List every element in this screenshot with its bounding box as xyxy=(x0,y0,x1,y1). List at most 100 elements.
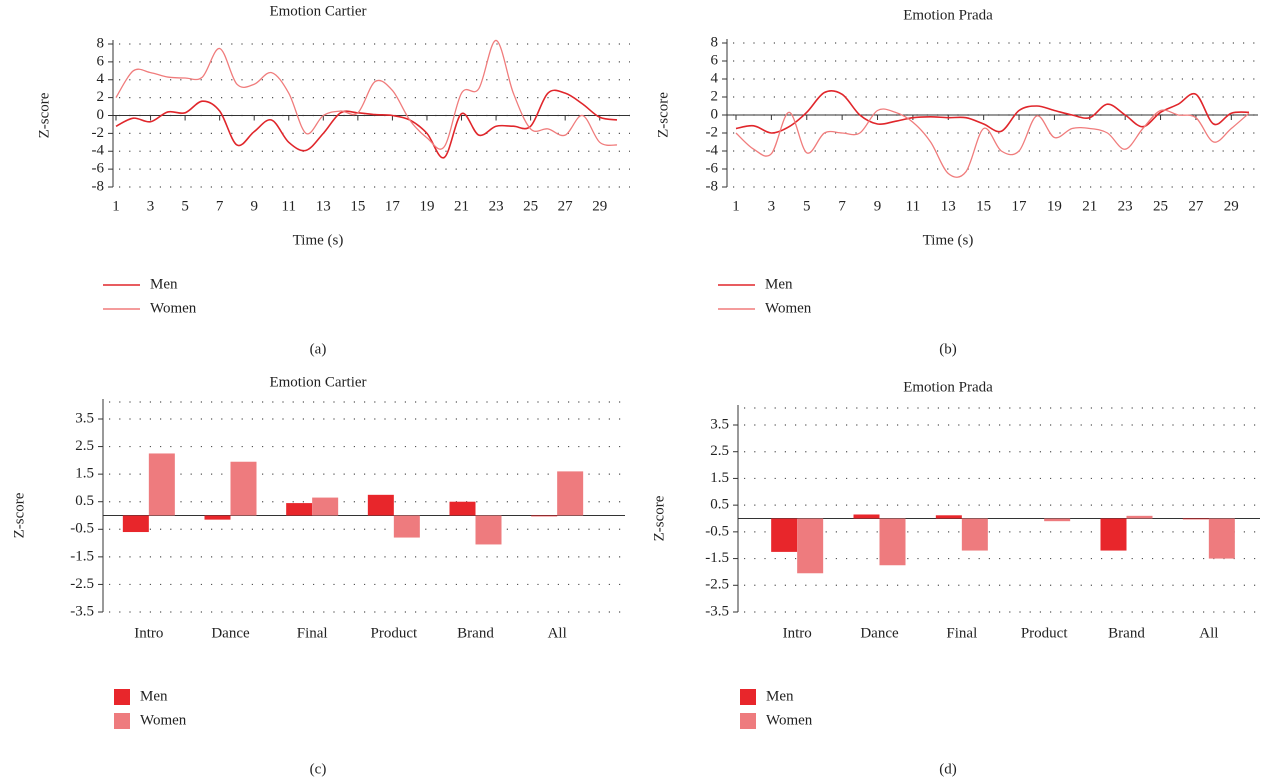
x-tick-label: All xyxy=(548,625,567,641)
y-tick-label: 2.5 xyxy=(710,443,729,459)
bar xyxy=(230,461,257,516)
bar xyxy=(1044,518,1071,522)
bar xyxy=(148,453,175,516)
bar xyxy=(961,518,988,551)
bar xyxy=(531,515,558,517)
bar xyxy=(312,497,339,516)
chart-title: Emotion Prada xyxy=(903,7,993,23)
y-tick-label: -4 xyxy=(92,143,105,159)
bar xyxy=(393,515,420,538)
panel-label: (d) xyxy=(939,761,957,777)
x-tick-label: 1 xyxy=(112,198,120,214)
bar xyxy=(771,518,798,552)
bar xyxy=(1126,515,1153,519)
x-tick-label: Intro xyxy=(134,625,163,641)
legend-swatch xyxy=(740,689,756,705)
x-tick-label: Dance xyxy=(211,625,250,641)
x-tick-label: 7 xyxy=(216,198,224,214)
y-axis-label: Z-score xyxy=(36,92,52,138)
bar xyxy=(1208,518,1235,559)
y-tick-label: -2 xyxy=(706,124,719,140)
y-tick-label: 0.5 xyxy=(710,497,729,513)
y-tick-label: -1.5 xyxy=(70,548,94,564)
y-tick-label: -6 xyxy=(92,161,105,177)
y-tick-label: 0 xyxy=(711,106,719,122)
y-tick-label: 8 xyxy=(97,35,105,51)
x-tick-label: 11 xyxy=(906,198,920,214)
bar xyxy=(449,501,476,516)
bar xyxy=(557,471,584,516)
bar xyxy=(204,515,231,520)
legend-label: Women xyxy=(765,300,812,316)
x-tick-label: 11 xyxy=(282,198,296,214)
x-tick-label: 25 xyxy=(523,198,538,214)
x-axis-label: Time (s) xyxy=(293,232,344,248)
y-tick-label: 1.5 xyxy=(75,466,94,482)
x-tick-label: 5 xyxy=(803,198,811,214)
x-tick-label: 19 xyxy=(1047,198,1062,214)
series-line xyxy=(115,39,618,150)
legend-label: Men xyxy=(765,276,793,292)
series-line xyxy=(735,89,1250,134)
y-tick-label: -2 xyxy=(92,125,105,141)
legend-swatch xyxy=(114,689,130,705)
y-axis-label: Z-score xyxy=(11,492,27,538)
y-tick-label: -2.5 xyxy=(705,577,729,593)
x-tick-label: 25 xyxy=(1153,198,1168,214)
x-tick-label: 27 xyxy=(558,198,574,214)
bar xyxy=(122,515,149,533)
y-tick-label: 0.5 xyxy=(75,493,94,509)
x-tick-label: Dance xyxy=(860,625,899,641)
y-tick-label: -2.5 xyxy=(70,576,94,592)
x-tick-label: 23 xyxy=(1118,198,1133,214)
y-tick-label: 6 xyxy=(97,53,105,69)
legend-label: Men xyxy=(150,276,178,292)
y-tick-label: 8 xyxy=(711,34,719,50)
chart-title: Emotion Cartier xyxy=(269,374,366,390)
y-tick-label: 2 xyxy=(97,89,105,105)
y-tick-label: -8 xyxy=(706,178,719,194)
y-tick-label: -0.5 xyxy=(70,521,94,537)
bar xyxy=(286,503,313,516)
y-axis-label: Z-score xyxy=(651,495,667,541)
legend-label: Men xyxy=(140,688,168,704)
x-tick-label: 9 xyxy=(874,198,882,214)
y-tick-label: 0 xyxy=(97,107,105,123)
x-tick-label: 15 xyxy=(350,198,365,214)
x-tick-label: 3 xyxy=(768,198,776,214)
bar xyxy=(797,518,824,574)
chart-title: Emotion Prada xyxy=(903,379,993,395)
y-tick-label: 2.5 xyxy=(75,438,94,454)
x-tick-label: 3 xyxy=(147,198,155,214)
x-tick-label: Intro xyxy=(783,625,812,641)
y-tick-label: -8 xyxy=(92,178,105,194)
bar xyxy=(935,515,962,519)
x-tick-label: 13 xyxy=(316,198,331,214)
x-tick-label: 21 xyxy=(1082,198,1097,214)
x-tick-label: Product xyxy=(370,625,417,641)
y-tick-label: 3.5 xyxy=(75,410,94,426)
x-tick-label: 19 xyxy=(419,198,434,214)
legend-swatch xyxy=(114,713,130,729)
x-tick-label: 9 xyxy=(250,198,258,214)
x-tick-label: Brand xyxy=(457,625,494,641)
panel-label: (b) xyxy=(939,341,957,357)
x-tick-label: 23 xyxy=(489,198,504,214)
bar xyxy=(475,515,502,545)
x-tick-label: 21 xyxy=(454,198,469,214)
y-tick-label: -3.5 xyxy=(705,603,729,619)
x-axis-label: Time (s) xyxy=(923,232,974,248)
x-tick-label: All xyxy=(1199,625,1218,641)
legend-label: Women xyxy=(766,712,813,728)
legend-swatch xyxy=(740,713,756,729)
y-tick-label: 1.5 xyxy=(710,470,729,486)
x-tick-label: 15 xyxy=(976,198,991,214)
x-tick-label: Product xyxy=(1021,625,1068,641)
x-tick-label: Final xyxy=(297,625,328,641)
y-tick-label: -4 xyxy=(706,142,719,158)
y-axis-label: Z-score xyxy=(655,92,671,138)
x-tick-label: 1 xyxy=(732,198,740,214)
chart-title: Emotion Cartier xyxy=(269,3,366,19)
x-tick-label: 27 xyxy=(1188,198,1204,214)
x-tick-label: 5 xyxy=(181,198,189,214)
